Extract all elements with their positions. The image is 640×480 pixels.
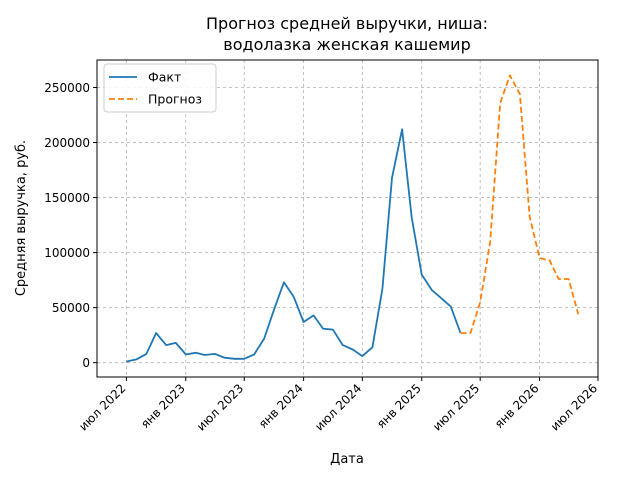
plot-frame	[96, 59, 599, 378]
legend-box	[103, 63, 217, 113]
x-tick-label: июл 2026	[548, 381, 600, 433]
y-tick-label: 50000	[52, 301, 90, 315]
series-line-actual	[126, 128, 462, 363]
y-axis-label: Средняя выручка, руб.	[14, 140, 29, 296]
x-tick-label: янв 2023	[138, 381, 188, 431]
x-tick-label: июл 2025	[430, 381, 482, 433]
y-tick-label: 200000	[44, 136, 90, 150]
x-tick-label: июл 2023	[194, 381, 246, 433]
x-tick-label: июл 2024	[312, 381, 364, 433]
x-tick-label: янв 2025	[374, 381, 424, 431]
legend: Факт Прогноз	[103, 63, 217, 113]
y-tick-label: 250000	[44, 81, 90, 95]
series-line-forecast	[460, 74, 580, 334]
chart-title-line2: водолазка женская кашемир	[223, 35, 470, 54]
x-tick-label: июл 2022	[76, 381, 128, 433]
chart-title-line1: Прогноз средней выручки, ниша:	[206, 14, 488, 33]
x-tick-label: янв 2024	[256, 381, 306, 431]
x-axis-label: Дата	[330, 452, 364, 467]
series-lines	[126, 74, 580, 363]
legend-label: Прогноз	[148, 92, 202, 107]
x-tick-label: янв 2026	[492, 381, 542, 431]
y-tick-label: 100000	[44, 246, 90, 260]
y-tick-label: 150000	[44, 191, 90, 205]
legend-label: Факт	[148, 70, 181, 85]
y-tick-label: 0	[82, 356, 90, 370]
